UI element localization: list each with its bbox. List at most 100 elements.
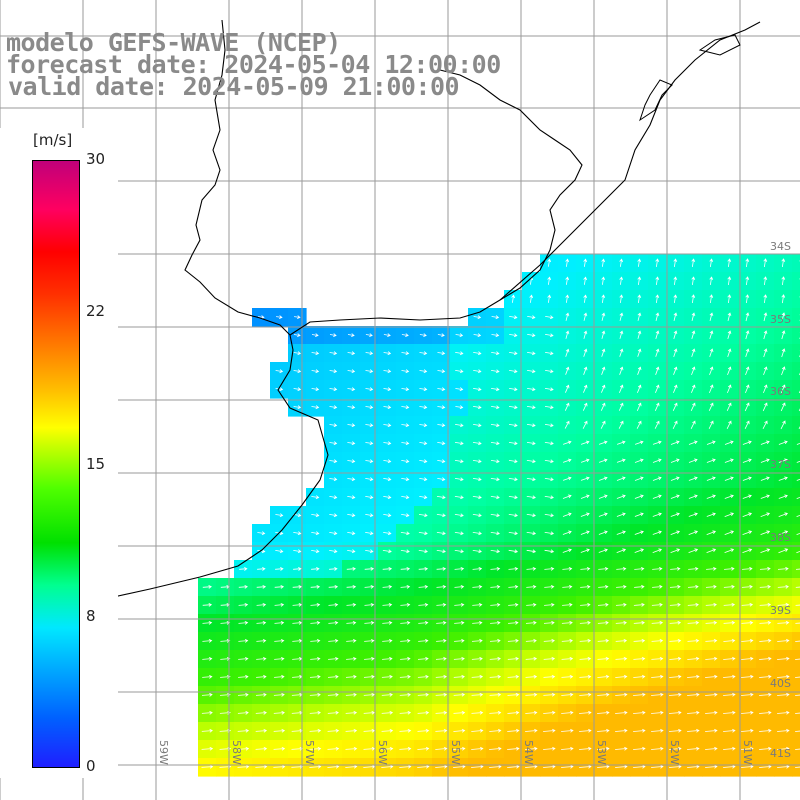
wind-arrow bbox=[454, 602, 465, 607]
wind-arrow bbox=[383, 369, 392, 374]
wind-arrow bbox=[436, 566, 447, 571]
wind-arrow bbox=[562, 440, 572, 445]
wind-arrow bbox=[634, 548, 645, 553]
wind-arrow bbox=[490, 566, 501, 571]
wind-arrow bbox=[347, 495, 356, 500]
wind-arrow bbox=[508, 459, 518, 464]
wind-cell bbox=[630, 416, 649, 435]
wind-arrow bbox=[637, 366, 642, 375]
wind-arrow bbox=[455, 387, 464, 392]
wind-arrow bbox=[781, 276, 786, 286]
wind-arrow bbox=[795, 622, 800, 624]
wind-arrow bbox=[600, 402, 606, 411]
wind-arrow bbox=[601, 348, 606, 357]
wind-arrow bbox=[543, 728, 556, 733]
wind-arrow bbox=[597, 710, 610, 715]
wind-arrow bbox=[745, 312, 750, 322]
wind-arrow bbox=[364, 566, 375, 571]
wind-arrow bbox=[346, 620, 357, 625]
wind-arrow bbox=[580, 494, 590, 499]
wind-arrow bbox=[435, 656, 447, 661]
wind-arrow bbox=[544, 405, 554, 410]
wind-arrow bbox=[275, 566, 284, 571]
wind-arrow bbox=[579, 728, 592, 733]
wind-arrow bbox=[562, 512, 572, 517]
wind-arrow bbox=[651, 710, 664, 715]
wind-arrow bbox=[202, 638, 213, 643]
wind-arrow bbox=[238, 602, 249, 607]
wind-arrow bbox=[508, 423, 518, 428]
wind-arrow bbox=[471, 692, 484, 697]
wind-arrow bbox=[417, 674, 429, 679]
wind-arrow bbox=[723, 728, 736, 733]
wind-arrow bbox=[399, 710, 412, 715]
wind-arrow bbox=[634, 476, 644, 481]
wind-arrow bbox=[580, 548, 590, 553]
wind-arrow bbox=[669, 710, 682, 715]
wind-arrow bbox=[453, 746, 466, 751]
wind-arrow bbox=[382, 549, 392, 554]
wind-arrow bbox=[328, 656, 339, 661]
wind-arrow bbox=[347, 333, 355, 337]
wind-arrow bbox=[382, 584, 393, 589]
wind-arrow bbox=[491, 333, 500, 338]
wind-arrow bbox=[651, 764, 664, 769]
wind-arrow bbox=[673, 384, 678, 393]
latitude-label: 36S bbox=[770, 385, 791, 398]
wind-arrow bbox=[525, 728, 538, 733]
wind-arrow bbox=[669, 674, 682, 679]
wind-arrow bbox=[525, 710, 538, 715]
wind-arrow bbox=[347, 423, 356, 428]
wind-arrow bbox=[417, 710, 430, 715]
wind-arrow bbox=[741, 638, 754, 643]
wind-arrow bbox=[472, 495, 482, 500]
wind-arrow bbox=[273, 746, 286, 751]
wind-arrow bbox=[669, 692, 682, 697]
wind-arrow bbox=[311, 351, 320, 356]
wind-arrow bbox=[723, 710, 736, 715]
longitude-label: 54W bbox=[522, 740, 535, 765]
wind-arrow bbox=[525, 620, 537, 625]
wind-arrow bbox=[472, 620, 483, 625]
wind-arrow bbox=[759, 692, 772, 697]
wind-arrow bbox=[597, 746, 610, 751]
wind-arrow bbox=[781, 330, 786, 340]
wind-arrow bbox=[759, 656, 772, 661]
wind-arrow bbox=[652, 548, 662, 553]
longitude-label: 51W bbox=[741, 740, 754, 765]
wind-arrow bbox=[527, 333, 536, 338]
wind-arrow bbox=[619, 258, 624, 267]
wind-arrow bbox=[489, 638, 501, 643]
wind-arrow bbox=[237, 728, 250, 733]
wind-arrow bbox=[382, 638, 393, 643]
wind-arrow bbox=[381, 674, 393, 679]
wind-arrow bbox=[777, 764, 790, 769]
wind-arrow bbox=[455, 405, 464, 410]
latitude-label: 38S bbox=[770, 531, 791, 544]
wind-arrow bbox=[399, 674, 411, 679]
wind-arrow bbox=[652, 566, 663, 571]
wind-arrow bbox=[579, 710, 592, 715]
wind-arrow bbox=[727, 384, 732, 394]
wind-arrow bbox=[616, 566, 627, 571]
wind-arrow bbox=[796, 442, 800, 445]
wind-arrow bbox=[399, 692, 411, 697]
wind-arrow bbox=[655, 312, 660, 321]
wind-arrow bbox=[364, 638, 375, 643]
wind-arrow bbox=[691, 348, 696, 358]
wind-arrow bbox=[619, 366, 624, 375]
wind-arrow bbox=[255, 692, 267, 697]
wind-arrow bbox=[562, 584, 573, 589]
wind-arrow bbox=[687, 728, 700, 733]
wind-cell bbox=[594, 416, 613, 435]
wind-arrow bbox=[687, 764, 700, 769]
wind-arrow bbox=[580, 440, 590, 445]
wind-arrow bbox=[726, 402, 732, 411]
wind-arrow bbox=[741, 710, 754, 715]
wind-arrow bbox=[742, 548, 753, 553]
wind-arrow bbox=[655, 330, 660, 340]
wind-arrow bbox=[293, 531, 302, 536]
wind-arrow bbox=[597, 656, 610, 661]
wind-arrow bbox=[490, 441, 500, 446]
